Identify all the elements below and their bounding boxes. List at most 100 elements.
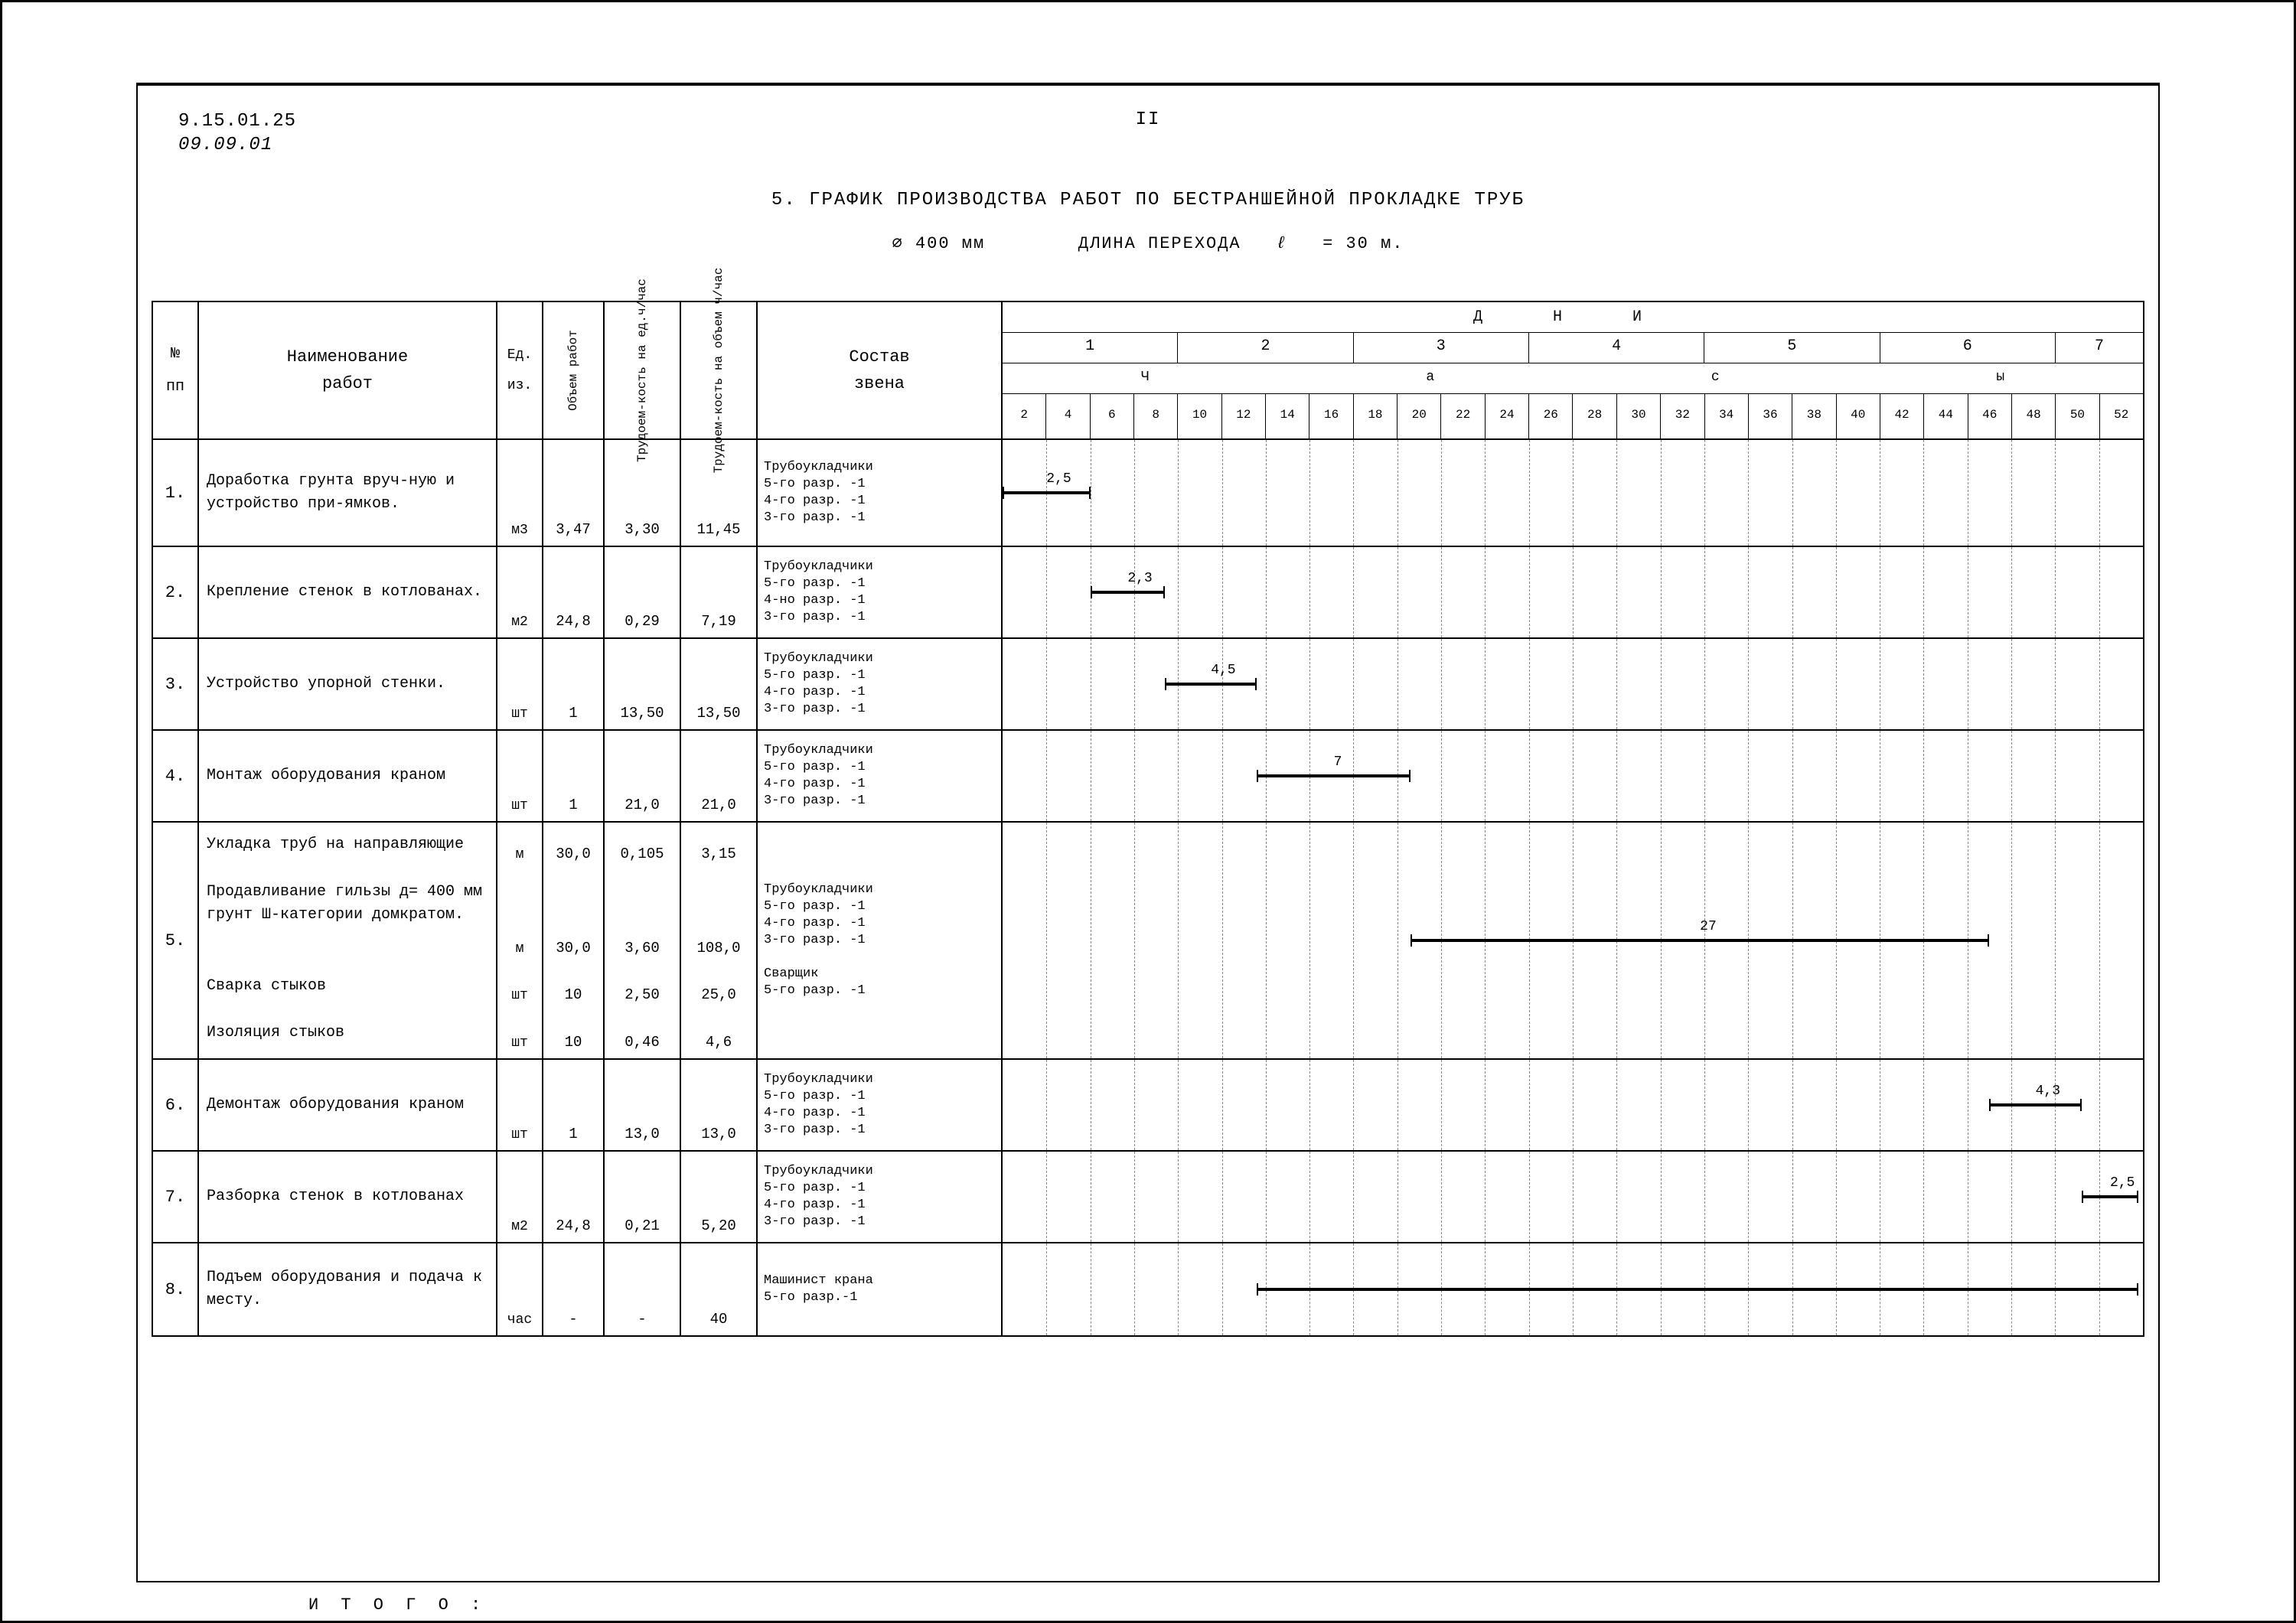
col-num: № пп: [153, 302, 199, 438]
row-chart: [1003, 1243, 2143, 1335]
hour-cell: 22: [1441, 394, 1485, 440]
row-labor-unit: 13,0: [605, 1060, 681, 1150]
table-row: 4.Монтаж оборудования краномшт121,021,0Т…: [153, 731, 2143, 823]
col-t1-label: Трудоем-кость на ед.ч/час: [635, 279, 649, 462]
length-label: ДЛИНА ПЕРЕХОДА: [1078, 234, 1241, 253]
sub-vol: 30,0: [543, 823, 605, 870]
gantt-bar: 4,3: [1989, 1103, 2081, 1106]
row-name: Устройство упорной стенки.: [199, 639, 497, 729]
col-chart-header: Д Н И 1234567 Часы 246810121416182022242…: [1003, 302, 2143, 438]
row-multi-content: Укладка труб на направляющием30,00,1053,…: [199, 823, 758, 1058]
row-labor-total: 5,20: [681, 1152, 758, 1242]
hour-cell: 32: [1661, 394, 1704, 440]
day-numbers: 1234567: [1003, 333, 2143, 363]
hour-cell: 28: [1573, 394, 1616, 440]
hour-cell: 36: [1749, 394, 1792, 440]
row-labor-total: 21,0: [681, 731, 758, 821]
table-row: 6.Демонтаж оборудования краномшт113,013,…: [153, 1060, 2143, 1152]
row-volume: 24,8: [543, 1152, 605, 1242]
row-unit: шт: [497, 731, 543, 821]
table-row: 1.Доработка грунта вруч-ную и устройство…: [153, 440, 2143, 547]
doc-codes: 9.15.01.25 09.09.01: [178, 109, 296, 157]
row-crew: Трубоукладчики 5-го разр. -1 4-го разр. …: [758, 823, 1003, 1058]
gantt-bar: 27: [1411, 939, 1989, 942]
hour-cell: 2: [1003, 394, 1046, 440]
hour-cell: 16: [1309, 394, 1353, 440]
table-row: 3.Устройство упорной стенки.шт113,5013,5…: [153, 639, 2143, 731]
doc-code-2: 09.09.01: [178, 133, 296, 157]
table-row: 2.Крепление стенок в котлованах.м224,80,…: [153, 547, 2143, 639]
row-name: Монтаж оборудования краном: [199, 731, 497, 821]
sub-name: Сварка стыков: [199, 964, 497, 1012]
sub-t2: 108,0: [681, 870, 758, 964]
sub-unit: м: [497, 823, 543, 870]
bar-label: 2,5: [1046, 471, 1071, 487]
row-chart: 27: [1003, 823, 2143, 1058]
col-name-1: Наименование: [287, 347, 408, 367]
row-crew: Машинист крана 5-го разр.-1: [758, 1243, 1003, 1335]
row-crew: Трубоукладчики 5-го разр. -1 4-го разр. …: [758, 440, 1003, 546]
hour-cell: 26: [1529, 394, 1573, 440]
day-cell: 1: [1003, 333, 1178, 363]
sub-name: Изоляция стыков: [199, 1011, 497, 1058]
sub-t2: 3,15: [681, 823, 758, 870]
row-unit: шт: [497, 639, 543, 729]
hour-cell: 30: [1617, 394, 1661, 440]
hour-cell: 42: [1880, 394, 1924, 440]
col-t2-label: Трудоем-кость на объем ч/час: [712, 268, 726, 474]
row-num: 5.: [153, 823, 199, 1058]
hour-cell: 50: [2056, 394, 2099, 440]
row-unit: час: [497, 1243, 543, 1335]
row-chart: 2,3: [1003, 547, 2143, 637]
sub-t2: 25,0: [681, 964, 758, 1012]
gantt-bar: 2,5: [1003, 491, 1091, 494]
table-row: 5.Укладка труб на направляющием30,00,105…: [153, 823, 2143, 1060]
row-unit: м2: [497, 1152, 543, 1242]
header-row: № пп Наименование работ Ед. из. Объем ра…: [153, 302, 2143, 440]
hour-cell: 8: [1134, 394, 1178, 440]
row-labor-total: 13,50: [681, 639, 758, 729]
sub-t1: 0,105: [605, 823, 681, 870]
days-header: Д Н И: [1003, 302, 2143, 333]
hour-cell: 24: [1486, 394, 1529, 440]
day-cell: 7: [2056, 333, 2143, 363]
gantt-bar: 2,3: [1091, 591, 1165, 594]
gantt-bar: [1257, 1288, 2138, 1291]
table-row: 8.Подъем оборудования и подача к месту.ч…: [153, 1243, 2143, 1335]
row-name: Разборка стенок в котлованах: [199, 1152, 497, 1242]
bar-label: 2,5: [2110, 1175, 2135, 1191]
hour-cell: 12: [1222, 394, 1266, 440]
row-chart: 4,5: [1003, 639, 2143, 729]
row-volume: -: [543, 1243, 605, 1335]
row-num: 4.: [153, 731, 199, 821]
row-num: 6.: [153, 1060, 199, 1150]
col-num-2: пп: [166, 378, 184, 396]
row-labor-total: 7,19: [681, 547, 758, 637]
title: 5. ГРАФИК ПРОИЗВОДСТВА РАБОТ ПО БЕСТРАНШ…: [2, 190, 2294, 210]
sub-name: Укладка труб на направляющие: [199, 823, 497, 870]
row-crew: Трубоукладчики 5-го разр. -1 4-го разр. …: [758, 1060, 1003, 1150]
bar-label: 4,3: [2036, 1084, 2060, 1099]
row-labor-unit: 0,29: [605, 547, 681, 637]
col-crew-1: Состав: [849, 347, 909, 367]
row-labor-total: 40: [681, 1243, 758, 1335]
row-name: Подъем оборудования и подача к месту.: [199, 1243, 497, 1335]
hour-cell: 4: [1046, 394, 1090, 440]
row-num: 7.: [153, 1152, 199, 1242]
sub-unit: шт: [497, 964, 543, 1012]
hour-cell: 46: [1968, 394, 2012, 440]
day-cell: 6: [1880, 333, 2056, 363]
row-num: 8.: [153, 1243, 199, 1335]
col-crew: Состав звена: [758, 302, 1003, 438]
sub-t1: 3,60: [605, 870, 681, 964]
hour-cell: 6: [1091, 394, 1134, 440]
row-name: Демонтаж оборудования краном: [199, 1060, 497, 1150]
row-crew: Трубоукладчики 5-го разр. -1 4-го разр. …: [758, 639, 1003, 729]
row-chart: 4,3: [1003, 1060, 2143, 1150]
hour-cell: 20: [1397, 394, 1441, 440]
hour-numbers: 2468101214161820222426283032343638404244…: [1003, 394, 2143, 440]
row-num: 3.: [153, 639, 199, 729]
hour-cell: 52: [2100, 394, 2143, 440]
schedule-table: № пп Наименование работ Ед. из. Объем ра…: [152, 301, 2144, 1337]
row-labor-unit: 13,50: [605, 639, 681, 729]
